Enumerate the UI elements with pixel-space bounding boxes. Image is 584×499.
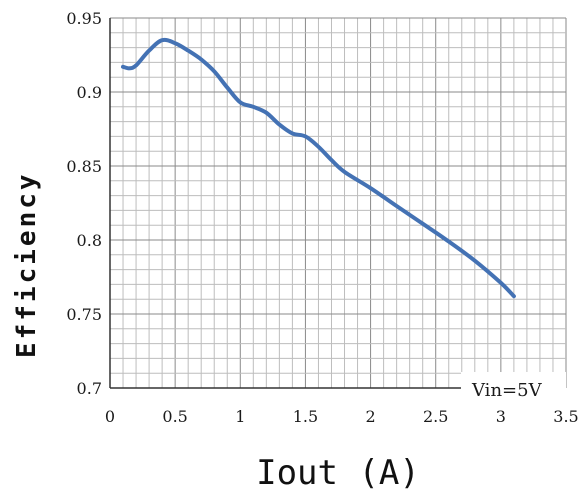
annotation-label: Vin=5V	[471, 380, 543, 401]
grid	[109, 17, 567, 389]
y-tick-label: 0.8	[77, 231, 102, 250]
x-tick-labels: 0 0.5 1 1.5 2 2.5 3 3.5	[105, 407, 579, 426]
x-tick-label: 2	[365, 407, 375, 426]
y-tick-labels: 0.7 0.75 0.8 0.85 0.9 0.95	[66, 9, 102, 398]
y-tick-label: 0.75	[66, 305, 102, 324]
x-tick-label: 0.5	[162, 407, 187, 426]
series	[121, 37, 516, 299]
y-tick-label: 0.7	[77, 379, 102, 398]
x-tick-label: 1	[235, 407, 245, 426]
efficiency-line	[121, 37, 516, 299]
axes	[109, 18, 566, 389]
x-tick-label: 1.5	[293, 407, 318, 426]
y-tick-label: 0.95	[66, 9, 102, 28]
y-tick-label: 0.9	[77, 83, 102, 102]
x-tick-label: 2.5	[423, 407, 448, 426]
y-axis-label: Efficiency	[12, 171, 42, 358]
annotation-box	[461, 372, 566, 402]
x-tick-label: 3	[496, 407, 506, 426]
x-axis-label: Iout (A)	[256, 453, 420, 493]
x-tick-label: 3.5	[553, 407, 578, 426]
x-tick-label: 0	[105, 407, 115, 426]
y-tick-label: 0.85	[66, 157, 102, 176]
